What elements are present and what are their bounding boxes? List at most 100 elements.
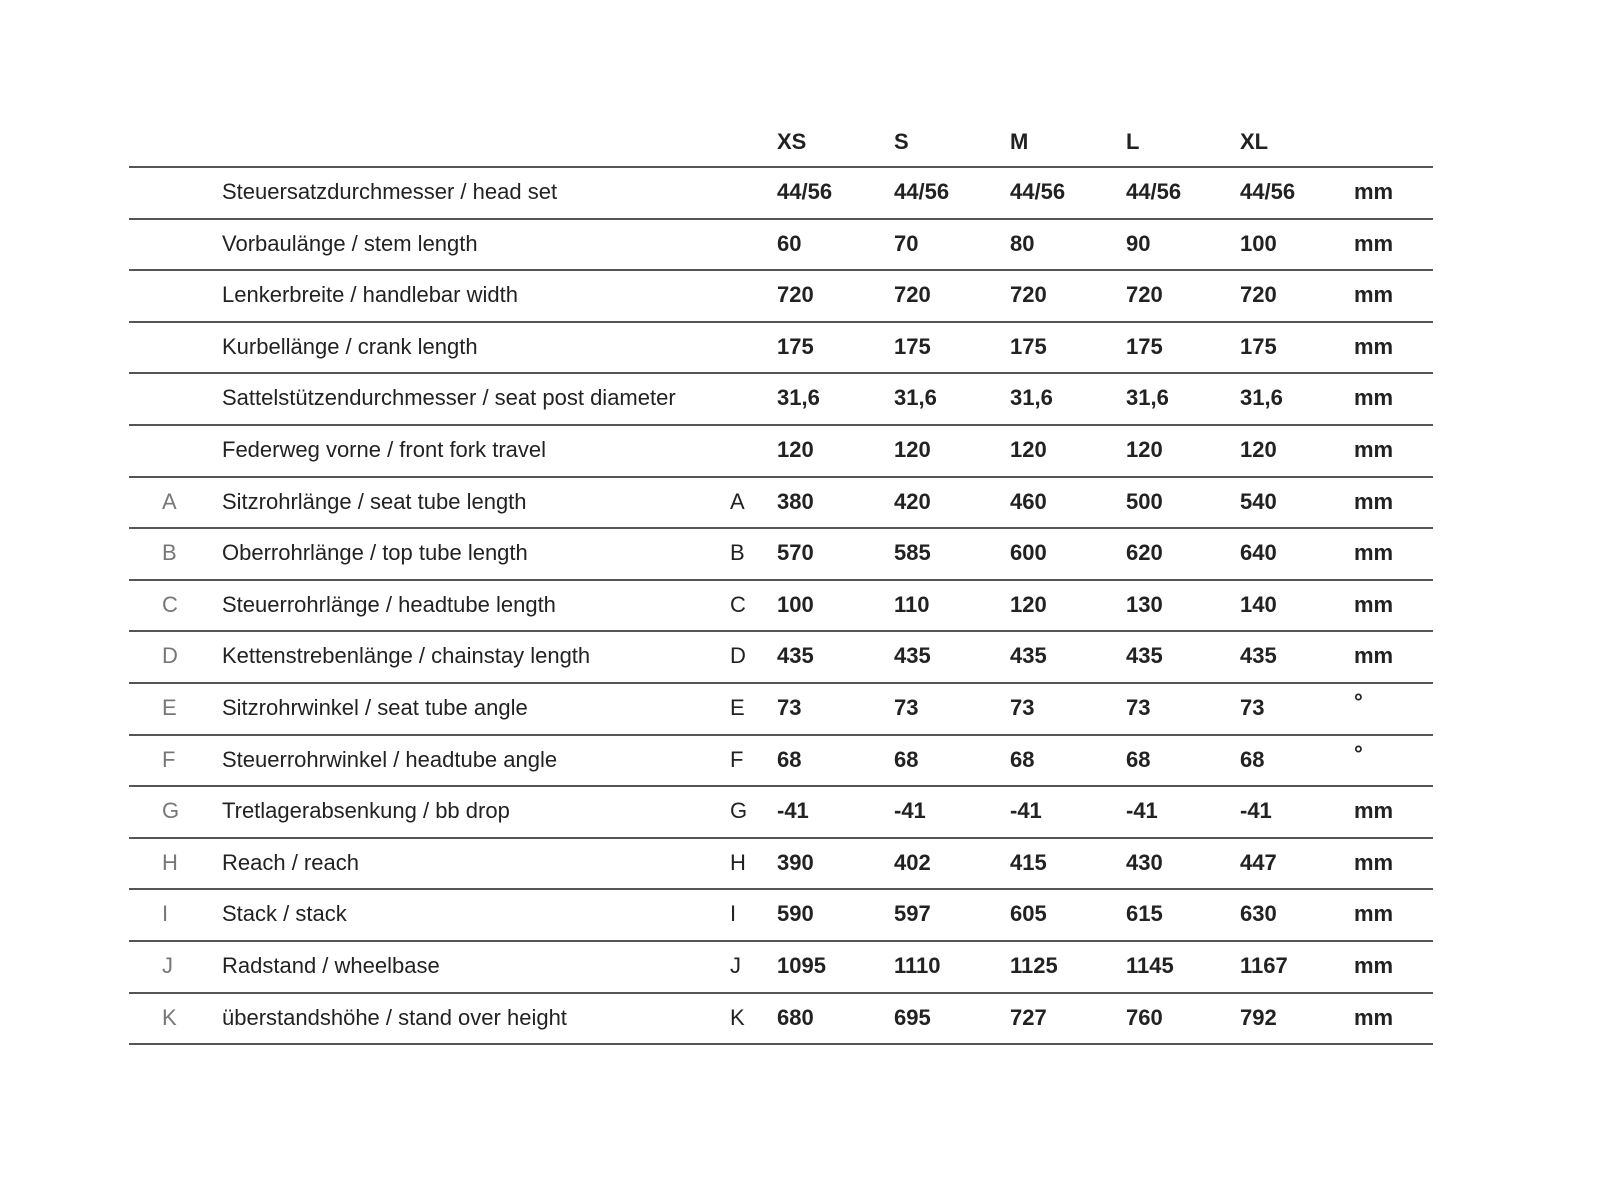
row-rule: [129, 785, 1433, 788]
row-value: 73: [1126, 695, 1151, 720]
row-value: 1145: [1126, 953, 1174, 978]
row-unit: mm: [1354, 643, 1394, 669]
row-rule: [129, 166, 1433, 168]
row-value: 420: [894, 488, 931, 514]
row-unit: mm: [1354, 282, 1394, 308]
row-value: 435: [1240, 643, 1277, 669]
row-value: 68: [1240, 746, 1265, 772]
row-value: 390: [777, 849, 814, 875]
row-value: 175: [777, 333, 814, 359]
row-value: 68: [777, 746, 802, 772]
row-label: überstandshöhe / stand over height: [222, 1004, 567, 1030]
size-header: L: [1126, 129, 1140, 154]
row-value: 68: [894, 746, 919, 772]
row-value: 70: [894, 230, 919, 256]
row-value: 31,6: [1240, 385, 1283, 411]
row-value: 620: [1126, 540, 1163, 566]
row-rule: [129, 475, 1433, 478]
row-rule: [129, 733, 1433, 736]
row-label: Radstand / wheelbase: [222, 953, 440, 978]
row-value: 110: [894, 591, 930, 617]
row-label: Sattelstützendurchmesser / seat post dia…: [222, 385, 676, 411]
row-ref-letter: A: [730, 488, 745, 514]
row-value: 120: [1010, 437, 1047, 462]
row-letter: G: [162, 798, 180, 824]
row-letter: I: [162, 901, 169, 927]
row-value: 68: [1126, 746, 1151, 772]
row-value: 120: [777, 437, 814, 462]
row-label: Kurbellänge / crank length: [222, 333, 478, 359]
row-value: -41: [777, 798, 809, 824]
row-rule: [129, 372, 1433, 375]
row-value: 73: [1240, 695, 1265, 720]
size-header: XS: [777, 129, 807, 154]
row-label: Federweg vorne / front fork travel: [222, 437, 547, 462]
row-ref-letter: C: [730, 591, 746, 617]
row-value: 60: [777, 230, 802, 256]
row-value: 540: [1240, 488, 1277, 514]
row-label: Stack / stack: [222, 901, 347, 927]
row-value: 44/56: [1240, 179, 1296, 204]
row-unit: °: [1354, 740, 1363, 766]
row-value: 695: [894, 1004, 931, 1030]
row-value: 175: [1010, 333, 1047, 359]
row-value: 44/56: [1010, 179, 1066, 204]
row-rule: [129, 1043, 1433, 1046]
row-value: 100: [777, 591, 814, 617]
row-label: Sitzrohrwinkel / seat tube angle: [222, 695, 528, 720]
row-letter: H: [162, 849, 178, 875]
row-ref-letter: F: [730, 746, 744, 772]
row-value: 720: [777, 282, 814, 308]
row-value: 585: [894, 540, 931, 566]
row-rule: [129, 630, 1433, 633]
row-rule: [129, 527, 1433, 530]
row-value: 44/56: [894, 179, 950, 204]
row-value: 570: [777, 540, 814, 566]
row-value: 1110: [894, 953, 941, 978]
row-value: 380: [777, 488, 814, 514]
row-ref-letter: I: [730, 901, 737, 927]
row-letter: B: [162, 540, 177, 566]
row-label: Steuersatzdurchmesser / head set: [222, 179, 558, 204]
row-value: 120: [894, 437, 931, 462]
row-value: -41: [1126, 798, 1158, 824]
row-rule: [129, 320, 1433, 323]
row-value: 175: [894, 333, 931, 359]
row-letter: K: [162, 1004, 177, 1030]
row-value: 590: [777, 901, 814, 927]
row-letter: C: [162, 591, 178, 617]
row-unit: mm: [1354, 385, 1394, 411]
row-value: 500: [1126, 488, 1163, 514]
row-ref-letter: K: [730, 1004, 745, 1030]
row-rule: [129, 991, 1433, 994]
row-value: 435: [777, 643, 814, 669]
row-value: 100: [1240, 230, 1277, 256]
row-value: 31,6: [777, 385, 820, 411]
row-value: 31,6: [1126, 385, 1169, 411]
row-value: 615: [1126, 901, 1163, 927]
row-label: Tretlagerabsenkung / bb drop: [222, 798, 510, 824]
row-rule: [129, 888, 1433, 891]
row-letter: F: [162, 746, 176, 772]
row-letter: A: [162, 488, 177, 514]
row-label: Oberrohrlänge / top tube length: [222, 540, 528, 566]
row-value: 435: [1126, 643, 1163, 669]
row-rule: [129, 682, 1433, 684]
row-ref-letter: E: [730, 695, 745, 720]
row-rule: [129, 424, 1433, 426]
row-unit: mm: [1354, 901, 1394, 927]
size-header: XL: [1240, 129, 1269, 154]
row-value: 44/56: [1126, 179, 1182, 204]
row-value: 597: [894, 901, 931, 927]
row-value: 640: [1240, 540, 1277, 566]
row-rule: [129, 217, 1433, 220]
row-label: Steuerrohrlänge / headtube length: [222, 591, 556, 617]
row-value: 1167: [1240, 953, 1288, 978]
row-unit: mm: [1354, 179, 1394, 204]
row-unit: °: [1354, 689, 1363, 714]
row-value: 175: [1126, 333, 1163, 359]
row-value: 727: [1010, 1004, 1047, 1030]
row-unit: mm: [1354, 488, 1394, 514]
row-value: 68: [1010, 746, 1035, 772]
row-value: 605: [1010, 901, 1047, 927]
